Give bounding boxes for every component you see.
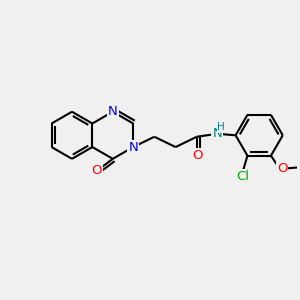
Text: O: O: [277, 162, 287, 176]
Text: N: N: [108, 105, 118, 118]
Text: O: O: [192, 149, 203, 162]
Text: N: N: [128, 141, 138, 154]
Text: N: N: [212, 127, 222, 140]
Text: H: H: [217, 122, 225, 132]
Text: Cl: Cl: [236, 170, 250, 183]
Text: O: O: [91, 164, 102, 176]
